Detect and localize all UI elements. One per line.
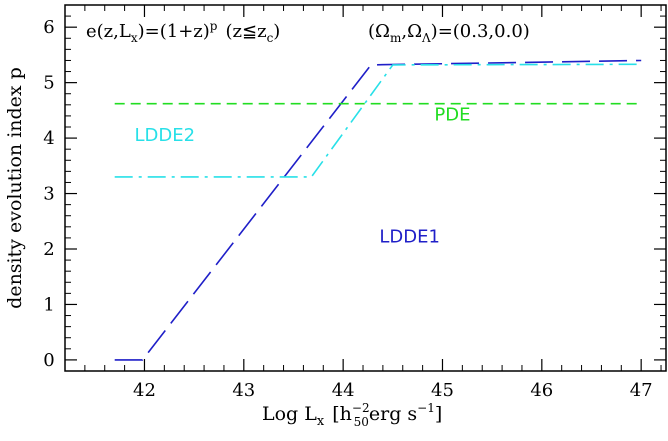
y-tick-labels: 0 1 2 3 4 5 6 xyxy=(43,17,54,371)
condition-sub: c xyxy=(267,31,274,45)
x-axis-h-sup: −2 xyxy=(352,401,370,415)
cosmology-open: (Ω xyxy=(368,21,390,42)
y-tick-label: 5 xyxy=(43,73,54,94)
x-tick-label: 42 xyxy=(133,380,156,401)
condition-text: (z≦z xyxy=(225,21,266,42)
cosmology-annotation: (Ωm,ΩΛ)=(0.3,0.0) xyxy=(368,21,530,45)
x-axis-bracket-open: [h xyxy=(332,403,352,425)
equation-exponent: p xyxy=(210,19,218,33)
x-axis-sub: x xyxy=(317,414,325,429)
x-axis-unit-sup: −1 xyxy=(417,401,435,415)
equation-text: e(z,L xyxy=(86,21,131,42)
cosmology-mid: ,Ω xyxy=(401,21,422,42)
equation-sub-x: x xyxy=(131,31,138,45)
x-tick-label: 47 xyxy=(630,380,653,401)
y-axis-title: density evolution index p xyxy=(4,67,26,309)
series-label-ldde1: LDDE1 xyxy=(379,226,440,247)
series-lines xyxy=(114,59,642,361)
cosmology-lambda: Λ xyxy=(421,31,431,45)
y-tick-label: 6 xyxy=(43,17,54,38)
series-line-ldde2 xyxy=(114,63,642,178)
x-axis-unit: erg s xyxy=(369,403,417,425)
equation-annotation: e(z,Lx)=(1+z)p (z≦zc) xyxy=(86,19,280,45)
x-tick-label: 45 xyxy=(431,380,454,401)
x-tick-labels: 42 43 44 45 46 47 xyxy=(133,380,653,401)
series-line-ldde1 xyxy=(114,59,642,361)
cosmology-m: m xyxy=(390,31,402,45)
y-tick-label: 1 xyxy=(43,294,54,315)
equation-rest: )=(1+z) xyxy=(138,21,210,42)
plot-frame xyxy=(64,4,667,372)
cosmology-close: )=(0.3,0.0) xyxy=(431,21,530,42)
series-label-ldde2: LDDE2 xyxy=(135,125,196,146)
x-axis-title: Log Lx [h−2 50erg s−1] xyxy=(262,401,442,429)
x-axis-main: Log L xyxy=(262,403,317,425)
x-tick-label: 44 xyxy=(332,380,355,401)
series-label-pde: PDE xyxy=(434,104,470,125)
x-tick-label: 46 xyxy=(530,380,553,401)
y-tick-label: 4 xyxy=(43,128,54,149)
y-tick-label: 0 xyxy=(43,350,54,371)
axes-ticks xyxy=(64,4,666,372)
x-axis-bracket-close: ] xyxy=(435,403,442,425)
condition-close: ) xyxy=(273,21,280,42)
x-axis-h-sub: 50 xyxy=(354,415,369,429)
y-tick-label: 2 xyxy=(43,239,54,260)
x-tick-label: 43 xyxy=(232,380,255,401)
y-tick-label: 3 xyxy=(43,184,54,205)
